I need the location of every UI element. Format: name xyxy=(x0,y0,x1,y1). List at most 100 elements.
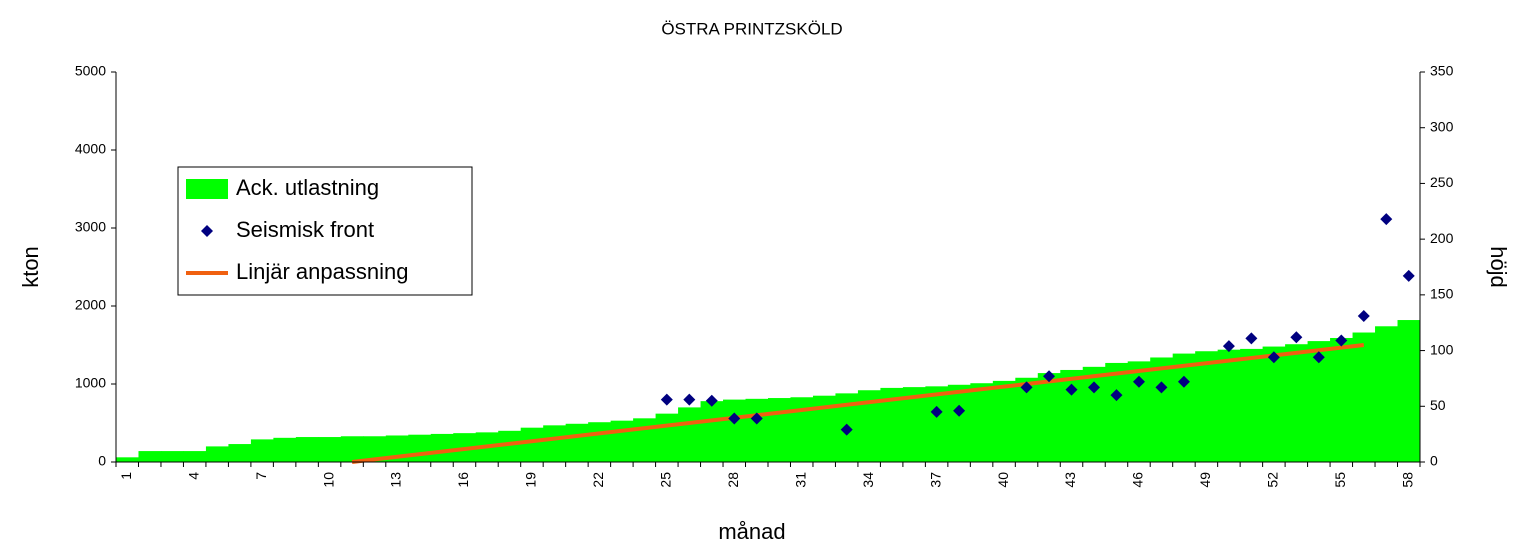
x-tick-label: 1 xyxy=(118,472,134,480)
area-step xyxy=(745,398,769,462)
area-step xyxy=(273,437,297,462)
scatter-point xyxy=(1110,389,1123,402)
area-step xyxy=(138,451,162,462)
scatter-point xyxy=(953,404,966,417)
area-step xyxy=(363,436,387,462)
x-tick-label: 43 xyxy=(1062,472,1078,488)
scatter-point xyxy=(1267,351,1280,364)
y2-tick-label: 250 xyxy=(1430,174,1454,190)
area-step xyxy=(116,457,139,462)
scatter-point xyxy=(705,394,718,407)
area-step xyxy=(1262,346,1286,462)
scatter-point xyxy=(840,423,853,436)
y-tick-label: 1000 xyxy=(75,375,106,391)
y2-tick-label: 50 xyxy=(1430,397,1446,413)
x-tick-label: 13 xyxy=(388,472,404,488)
area-step xyxy=(1307,341,1331,462)
area-step xyxy=(1195,351,1219,462)
area-step xyxy=(678,407,702,462)
area-step xyxy=(1397,320,1421,462)
area-step xyxy=(183,451,207,462)
area-step xyxy=(812,395,836,462)
scatter-point xyxy=(1020,381,1033,394)
area-step xyxy=(1060,369,1084,462)
area-step xyxy=(1082,366,1106,462)
scatter-point xyxy=(1132,375,1145,388)
legend-swatch xyxy=(186,179,228,199)
scatter-point xyxy=(750,412,763,425)
fit-line xyxy=(351,343,1365,464)
area-step xyxy=(610,420,634,462)
scatter-point xyxy=(1155,381,1168,394)
area-step xyxy=(655,413,679,462)
scatter-point xyxy=(1245,332,1258,345)
area-step xyxy=(992,380,1016,462)
legend-swatch xyxy=(201,225,213,237)
y-tick-label: 3000 xyxy=(75,219,106,235)
area-step xyxy=(250,439,274,462)
area-step xyxy=(1172,353,1196,462)
y-tick-label: 2000 xyxy=(75,297,106,313)
y2-tick-label: 0 xyxy=(1430,453,1438,469)
area-step xyxy=(723,399,747,462)
area-step xyxy=(430,433,454,462)
scatter-point xyxy=(728,412,741,425)
area-step xyxy=(880,387,904,462)
x-tick-label: 7 xyxy=(253,472,269,480)
y-tick-label: 5000 xyxy=(75,63,106,79)
y2-tick-label: 350 xyxy=(1430,63,1454,79)
x-tick-label: 58 xyxy=(1399,472,1415,488)
x-tick-label: 25 xyxy=(658,472,674,488)
y2-tick-label: 150 xyxy=(1430,286,1454,302)
x-tick-label: 40 xyxy=(995,472,1011,488)
y2-tick-label: 200 xyxy=(1430,230,1454,246)
area-step xyxy=(1105,362,1129,462)
area-step xyxy=(160,451,184,462)
area-step xyxy=(408,434,432,462)
legend-label: Seismisk front xyxy=(236,217,374,242)
scatter-point xyxy=(1357,310,1370,323)
x-tick-label: 49 xyxy=(1197,472,1213,488)
area-step xyxy=(1375,326,1399,462)
area-step xyxy=(1150,357,1174,462)
area-step xyxy=(925,386,949,462)
y2-axis-title: höjd xyxy=(1486,246,1511,288)
scatter-point xyxy=(1312,351,1325,364)
scatter-point xyxy=(683,393,696,406)
scatter-point xyxy=(1222,340,1235,353)
area-step xyxy=(318,437,342,462)
scatter-point xyxy=(1043,370,1056,383)
area-step xyxy=(1037,373,1061,462)
y-tick-label: 4000 xyxy=(75,141,106,157)
legend-label: Ack. utlastning xyxy=(236,175,379,200)
legend-label: Linjär anpassning xyxy=(236,259,408,284)
scatter-point xyxy=(1290,331,1303,344)
x-tick-label: 4 xyxy=(185,472,201,480)
x-tick-label: 46 xyxy=(1130,472,1146,488)
area-step xyxy=(970,383,994,462)
x-tick-label: 22 xyxy=(590,472,606,488)
x-tick-label: 37 xyxy=(927,472,943,488)
y-axis-title: kton xyxy=(18,246,43,288)
area-step xyxy=(1285,344,1309,462)
area-step xyxy=(543,425,567,462)
area-step xyxy=(902,387,926,462)
x-axis-title: månad xyxy=(718,519,785,544)
x-tick-label: 34 xyxy=(860,472,876,488)
area-step xyxy=(520,427,544,462)
scatter-point xyxy=(660,393,673,406)
y2-tick-label: 100 xyxy=(1430,341,1454,357)
area-step xyxy=(565,423,589,462)
area-step xyxy=(700,401,724,462)
area-step xyxy=(1240,348,1264,462)
area-step xyxy=(1352,332,1376,462)
y2-tick-label: 300 xyxy=(1430,118,1454,134)
area-step xyxy=(340,436,364,462)
area-step xyxy=(588,422,612,462)
area-step xyxy=(633,418,657,462)
scatter-point xyxy=(1335,334,1348,347)
x-tick-label: 55 xyxy=(1332,472,1348,488)
scatter-point xyxy=(1177,375,1190,388)
